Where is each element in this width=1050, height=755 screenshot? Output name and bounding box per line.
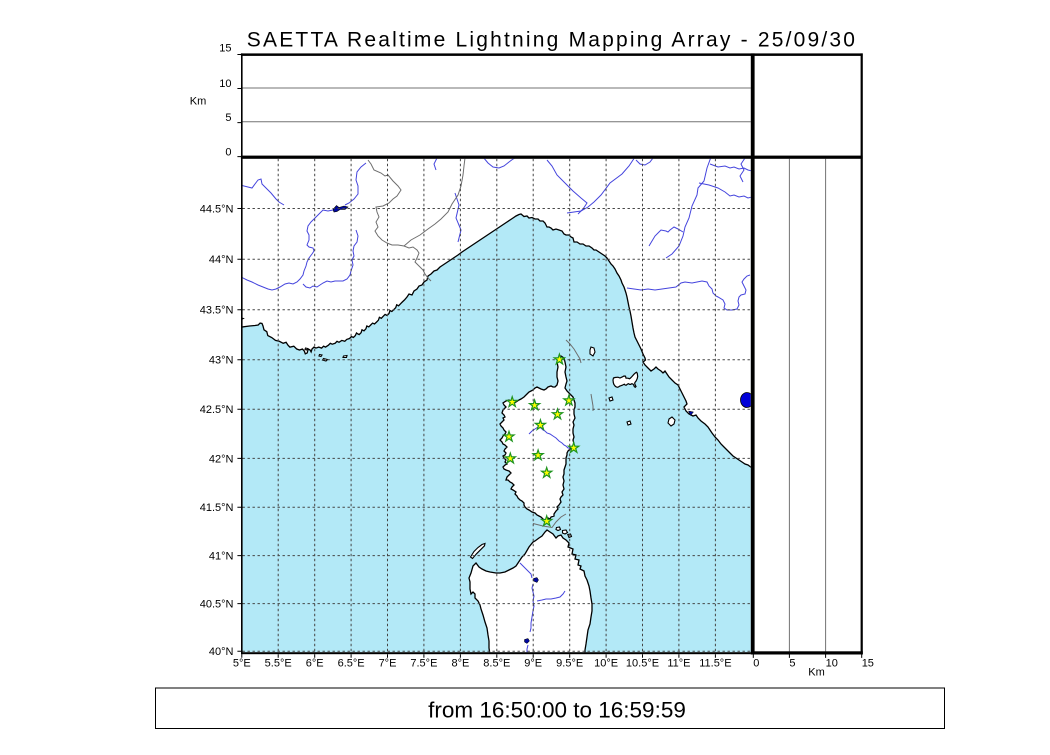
- svg-text:5: 5: [789, 658, 795, 670]
- svg-text:8°E: 8°E: [451, 658, 469, 670]
- svg-text:10.5°E: 10.5°E: [626, 658, 659, 670]
- svg-text:15: 15: [862, 658, 874, 670]
- svg-text:40°N: 40°N: [209, 646, 234, 658]
- svg-text:11°E: 11°E: [667, 658, 690, 670]
- svg-text:41.5°N: 41.5°N: [200, 502, 234, 514]
- svg-text:40.5°N: 40.5°N: [200, 599, 234, 611]
- svg-text:0: 0: [225, 147, 231, 159]
- svg-text:5: 5: [225, 112, 231, 124]
- svg-text:15: 15: [219, 42, 231, 54]
- svg-text:6.5°E: 6.5°E: [338, 658, 365, 670]
- svg-text:6°E: 6°E: [306, 658, 324, 670]
- svg-text:Km: Km: [808, 666, 825, 678]
- svg-text:Km: Km: [190, 95, 207, 107]
- svg-text:from 16:50:00 to 16:59:59: from 16:50:00 to 16:59:59: [428, 698, 686, 723]
- svg-text:43.5°N: 43.5°N: [200, 305, 234, 317]
- svg-text:41°N: 41°N: [209, 551, 234, 563]
- svg-text:44.5°N: 44.5°N: [200, 203, 234, 215]
- svg-text:44°N: 44°N: [209, 254, 234, 266]
- svg-text:8.5°E: 8.5°E: [483, 658, 510, 670]
- svg-text:9°E: 9°E: [524, 658, 542, 670]
- svg-text:43°N: 43°N: [209, 355, 234, 367]
- svg-text:42°N: 42°N: [209, 453, 234, 465]
- svg-text:7.5°E: 7.5°E: [410, 658, 437, 670]
- svg-text:10: 10: [219, 78, 231, 90]
- svg-text:9.5°E: 9.5°E: [556, 658, 583, 670]
- svg-text:10: 10: [826, 658, 838, 670]
- svg-text:5.5°E: 5.5°E: [265, 658, 292, 670]
- svg-text:42.5°N: 42.5°N: [200, 404, 234, 416]
- svg-text:7°E: 7°E: [379, 658, 397, 670]
- svg-text:10°E: 10°E: [594, 658, 618, 670]
- svg-text:SAETTA Realtime Lightning Mapp: SAETTA Realtime Lightning Mapping Array …: [247, 29, 857, 52]
- svg-text:0: 0: [753, 658, 759, 670]
- svg-text:11.5°E: 11.5°E: [699, 658, 731, 670]
- svg-text:5°E: 5°E: [233, 658, 251, 670]
